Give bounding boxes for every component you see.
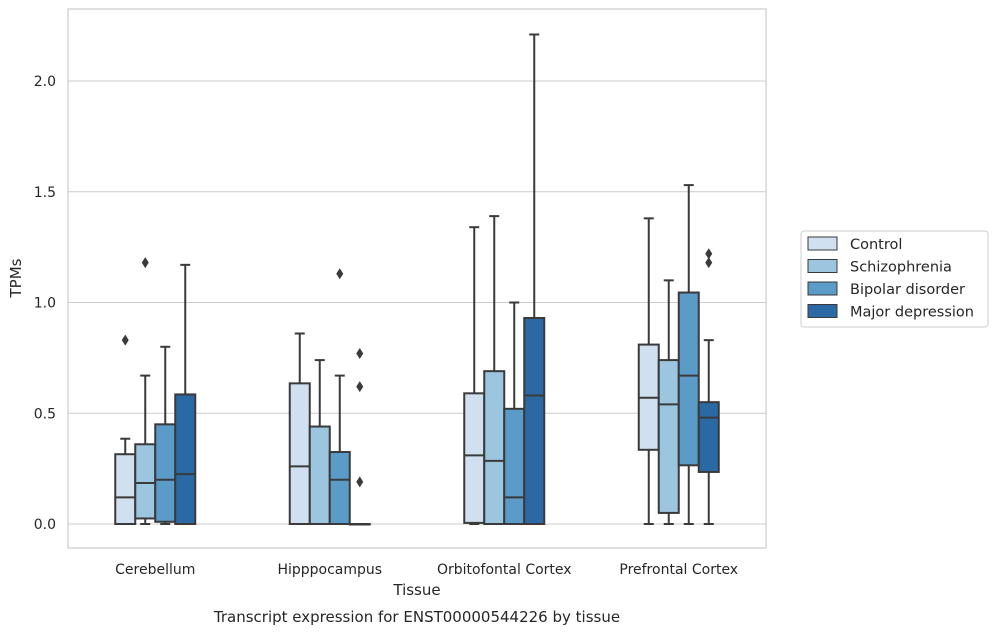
legend-frame: [800, 230, 989, 328]
x-tick-label: Orbitofontal Cortex: [437, 562, 572, 578]
legend: Control Schizophrenia Bipolar disorder Majo…: [800, 230, 989, 328]
box-body: [657, 359, 680, 514]
box-body: [503, 407, 526, 526]
outlier-marker: [141, 257, 149, 269]
y-tick-label: 0.0: [34, 517, 56, 533]
box-body: [697, 401, 720, 473]
box-body: [288, 382, 311, 525]
legend-label: Schizophrenia: [850, 260, 952, 276]
outlier-marker: [705, 248, 713, 260]
x-tick-label: Prefrontal Cortex: [619, 562, 738, 578]
legend-swatch: [807, 259, 838, 273]
box-body: [483, 370, 506, 526]
box-major-depression: [523, 33, 546, 525]
legend-label: Control: [850, 237, 902, 253]
outlier-marker: [705, 257, 713, 269]
box-bipolar-disorder: [328, 268, 351, 526]
box-bipolar-disorder: [677, 184, 700, 525]
box-body: [463, 392, 486, 524]
y-tick-label: 2.0: [34, 74, 56, 90]
box-body: [328, 451, 351, 526]
outlier-marker: [356, 381, 364, 393]
legend-label: Major depression: [850, 305, 974, 321]
box-bipolar-disorder: [154, 345, 177, 525]
outlier-marker: [121, 334, 129, 346]
box-control: [114, 334, 137, 526]
outlier-marker: [336, 268, 344, 280]
chart-caption: Transcript expression for ENST0000054422…: [213, 608, 620, 626]
box-control: [288, 332, 311, 525]
y-axis-title: TPMs: [7, 258, 25, 298]
box-schizophrenia: [657, 279, 680, 525]
plot-area-frame: [67, 8, 767, 549]
box-major-depression: [348, 347, 371, 526]
box-body: [174, 393, 197, 525]
box-body: [154, 423, 177, 523]
outlier-marker: [356, 476, 364, 488]
legend-label: Bipolar disorder: [850, 282, 965, 298]
y-tick-label: 1.5: [34, 185, 56, 201]
y-tick-label: 1.0: [34, 296, 56, 312]
box-series: [114, 33, 720, 526]
box-body: [114, 453, 137, 526]
x-tick-label: Cerebellum: [115, 562, 195, 578]
y-axis-ticks: 0.0 0.5 1.0 1.5 2.0: [34, 74, 56, 533]
y-tick-label: 0.5: [34, 406, 56, 422]
box-schizophrenia: [134, 257, 157, 525]
legend-swatch: [807, 236, 838, 251]
x-tick-label: Hipppocampus: [277, 562, 382, 578]
x-axis-ticks: Cerebellum Hipppocampus Orbitofontal Corte…: [115, 562, 738, 578]
box-major-depression: [697, 248, 720, 525]
box-body: [523, 317, 546, 525]
box-control: [637, 217, 660, 525]
box-body: [677, 291, 700, 467]
box-schizophrenia: [483, 215, 506, 526]
legend-swatch: [807, 281, 838, 296]
box-schizophrenia: [308, 359, 331, 526]
box-bipolar-disorder: [503, 301, 526, 526]
box-major-depression: [174, 263, 197, 525]
legend-swatch: [807, 304, 838, 318]
box-body: [308, 425, 331, 526]
x-axis-title: Tissue: [392, 581, 440, 599]
outlier-marker: [356, 347, 364, 359]
box-control: [463, 226, 486, 525]
box-body: [134, 443, 157, 520]
